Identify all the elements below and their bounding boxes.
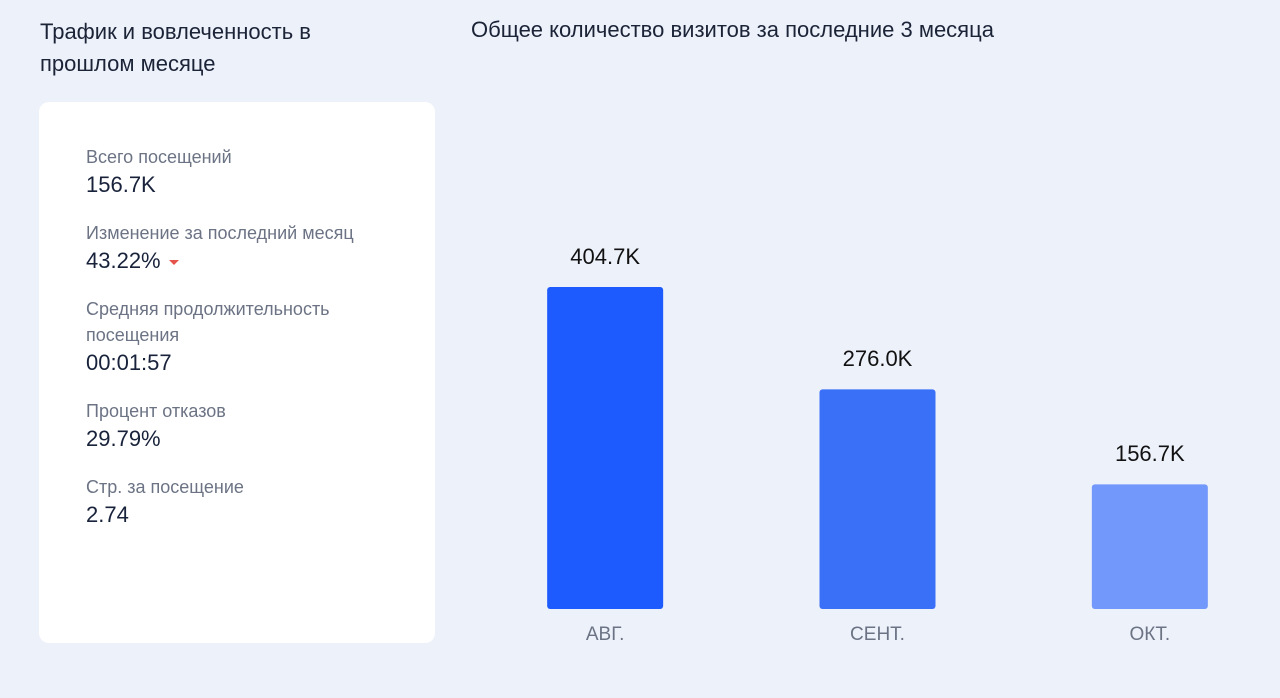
x-tick-label: ОКТ. (1130, 624, 1171, 645)
down-arrow-icon (168, 259, 179, 265)
metric: Средняя продолжительность посещения 00:0… (86, 296, 405, 378)
metric-label: Изменение за последний месяц (86, 223, 354, 243)
panel-title: Трафик и вовлеченность в прошлом месяце (40, 19, 311, 76)
metric: Стр. за посещение 2.74 (86, 474, 405, 530)
metric-value: 2.74 (86, 502, 129, 527)
metric: Изменение за последний месяц 43.22% (86, 220, 405, 276)
metric-value-row: 43.22% (86, 246, 405, 276)
metric-label: Стр. за посещение (86, 477, 244, 497)
bar (1091, 484, 1208, 609)
bar (819, 389, 936, 609)
bar (547, 287, 664, 609)
data-label: 404.7K (570, 244, 640, 269)
metrics-card: Всего посещений 156.7K Изменение за посл… (39, 102, 435, 643)
metric-value: 43.22% (86, 248, 161, 273)
x-tick-label: АВГ. (586, 624, 625, 645)
x-tick-label: СЕНТ. (850, 624, 905, 645)
metric: Всего посещений 156.7K (86, 144, 405, 200)
data-label: 156.7K (1115, 441, 1185, 466)
metric-label: Процент отказов (86, 401, 226, 421)
metric-value: 29.79% (86, 426, 161, 451)
metric-value: 00:01:57 (86, 350, 172, 375)
chart-title: Общее количество визитов за последние 3 … (471, 17, 995, 42)
data-label: 276.0K (843, 346, 913, 371)
metric-label: Средняя продолжительность посещения (86, 299, 330, 345)
metric-label: Всего посещений (86, 147, 232, 167)
metric: Процент отказов 29.79% (86, 398, 405, 454)
metric-value: 156.7K (86, 172, 156, 197)
